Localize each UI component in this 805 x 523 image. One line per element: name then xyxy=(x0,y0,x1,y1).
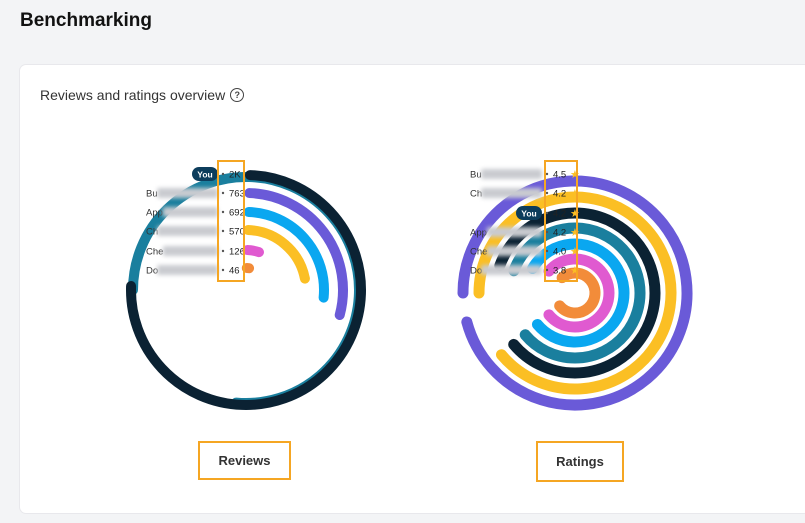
ratings-ring-6 xyxy=(554,267,601,319)
ratings-label-5: Do xyxy=(470,266,482,277)
label-dot xyxy=(221,249,225,253)
ratings-ring-3 xyxy=(508,222,646,364)
ratings-label-0: Bu xyxy=(470,170,482,181)
you-badge xyxy=(516,206,542,220)
label-dot xyxy=(221,229,225,233)
reviews-value-2: 692 xyxy=(229,208,245,219)
label-dot xyxy=(545,191,549,195)
label-dot xyxy=(545,249,549,253)
ratings-values-highlight xyxy=(544,160,578,282)
reviews-values-highlight xyxy=(217,160,245,282)
ratings-value-2: 4.2 xyxy=(553,209,566,220)
ratings-value-1: 4.2 xyxy=(553,189,566,200)
reviews-bar-3 xyxy=(243,225,310,284)
reviews-bar-1 xyxy=(244,188,348,321)
you-badge xyxy=(192,167,218,181)
reviews-value-4: 126 xyxy=(229,247,245,258)
label-dot xyxy=(545,230,549,234)
reviews-label-4: Che xyxy=(146,247,163,258)
star-icon: ★ xyxy=(570,169,580,181)
star-icon: ★ xyxy=(570,227,580,239)
label-dot xyxy=(221,268,225,272)
ratings-ring-0 xyxy=(457,175,693,411)
reviews-label-0: You xyxy=(197,170,212,180)
card-title: Reviews and ratings overview ? xyxy=(40,87,245,103)
label-dot xyxy=(545,172,549,176)
page-title: Benchmarking xyxy=(20,10,152,31)
ratings-value-0: 4.5 xyxy=(553,170,566,181)
ratings-label-1: Ch xyxy=(470,189,482,200)
ratings-value-5: 3.8 xyxy=(553,266,566,277)
reviews-value-3: 570 xyxy=(229,227,245,238)
reviews-value-0: 2K xyxy=(229,170,241,181)
label-dot xyxy=(221,172,225,176)
reviews-bar-0 xyxy=(126,170,366,410)
label-dot xyxy=(221,210,225,214)
reviews-chart: You 2K Bu 763 App 692 Ch 570 Che 126 Do 46 xyxy=(126,160,366,410)
ratings-value-3: 4.2 xyxy=(553,228,566,239)
ratings-button[interactable]: Ratings xyxy=(536,441,624,482)
reviews-label-3: Ch xyxy=(146,227,158,238)
ratings-ring-5 xyxy=(543,253,615,333)
blurred-name xyxy=(481,169,542,179)
blurred-name xyxy=(157,188,218,198)
card-title-text: Reviews and ratings overview xyxy=(40,87,226,103)
label-dot xyxy=(545,211,549,215)
star-icon: ★ xyxy=(570,188,580,200)
blurred-name xyxy=(481,188,542,198)
star-icon: ★ xyxy=(570,265,580,277)
blurred-name xyxy=(157,265,218,275)
blurred-name xyxy=(157,226,218,236)
ratings-ring-4 xyxy=(527,238,630,348)
blurred-name xyxy=(486,246,542,256)
reviews-value-1: 763 xyxy=(229,189,245,200)
blurred-name xyxy=(162,246,218,256)
question-circle-icon[interactable]: ? xyxy=(230,88,245,102)
ratings-ring-1 xyxy=(473,191,677,395)
star-icon: ★ xyxy=(570,208,580,220)
ratings-label-3: App xyxy=(470,228,487,239)
reviews-value-5: 46 xyxy=(229,266,240,277)
reviews-label-5: Do xyxy=(146,266,158,277)
blurred-name xyxy=(481,265,542,275)
reviews-label-1: Bu xyxy=(146,189,158,200)
ratings-value-4: 4.0 xyxy=(553,247,566,258)
reviews-label-2: App xyxy=(146,208,163,219)
star-icon: ★ xyxy=(570,246,580,258)
blurred-name xyxy=(162,207,218,217)
ratings-ring-2 xyxy=(494,207,661,379)
reviews-bar-2 xyxy=(243,207,329,303)
label-dot xyxy=(545,268,549,272)
blurred-name xyxy=(486,227,542,237)
reviews-bar-4 xyxy=(242,245,264,258)
label-dot xyxy=(221,191,225,195)
ratings-label-2: You xyxy=(521,209,536,219)
ratings-chart: Bu 4.5 ★ Ch 4.2 ★ You 4.2 ★ App 4.2 ★ Che 4.0 ★ Do 3.8 ★ xyxy=(457,160,693,411)
reviews-button[interactable]: Reviews xyxy=(198,441,291,480)
ratings-label-4: Che xyxy=(470,247,487,258)
